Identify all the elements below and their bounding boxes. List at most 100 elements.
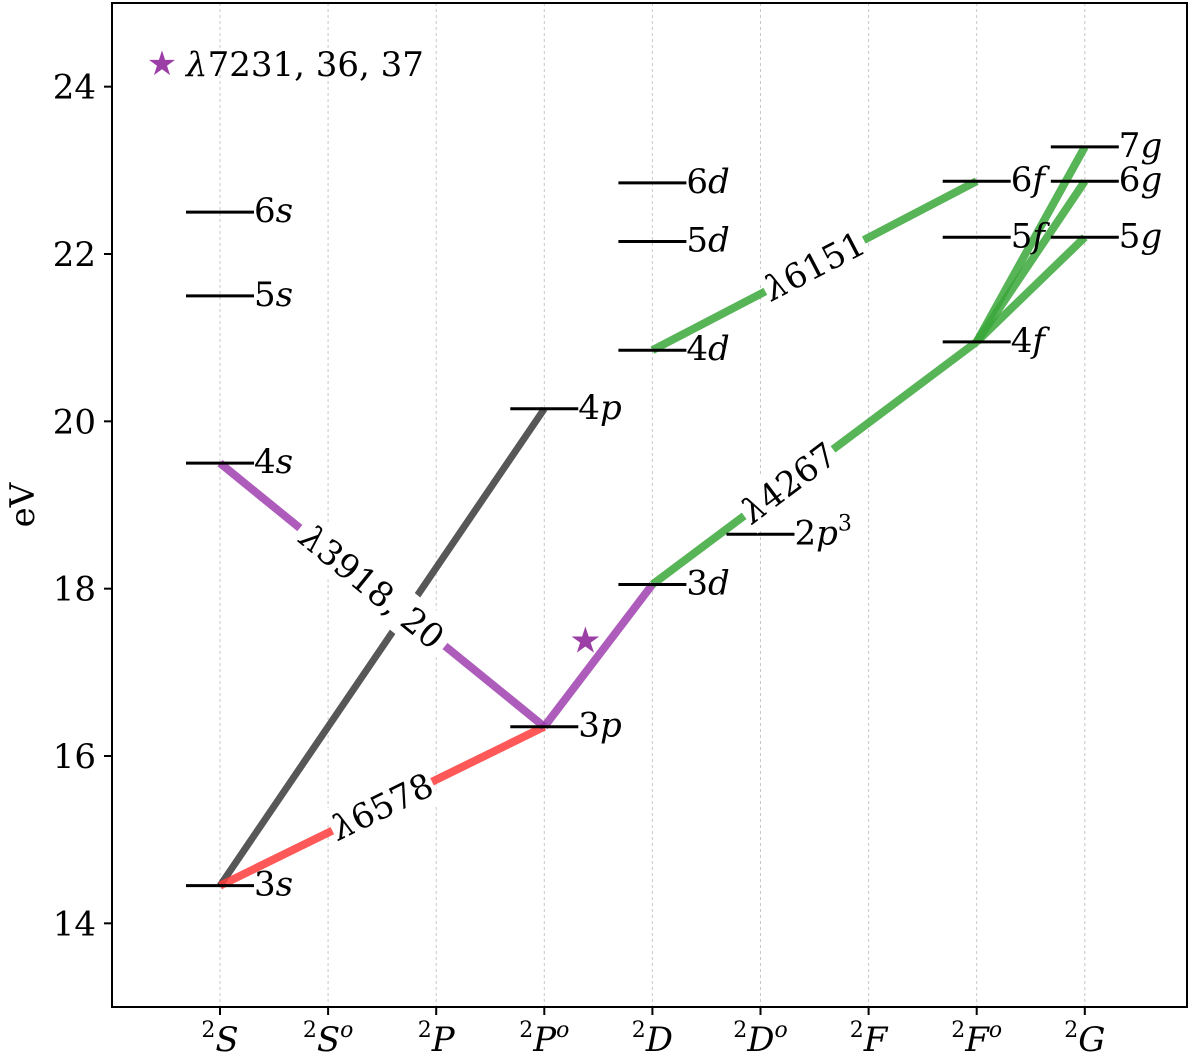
- level-number: 4: [1011, 321, 1033, 361]
- transition-label-text: λ3918, 20: [291, 516, 452, 657]
- level-letter: s: [276, 191, 293, 231]
- level-letter: g: [1140, 160, 1162, 200]
- x-tick-label-2S: 2S: [201, 1018, 238, 1058]
- level-number: 5: [1011, 216, 1033, 256]
- transition-label-bg: [285, 510, 459, 664]
- level-number: 5: [686, 220, 708, 260]
- x-tick-label-2P: 2P: [418, 1018, 456, 1058]
- level-letter: g: [1140, 216, 1162, 256]
- x-tick-label-2Fo: 2Fo: [951, 1018, 1002, 1058]
- level-superscript: 3: [838, 511, 852, 536]
- level-number: 3: [686, 563, 708, 603]
- legend: ★ λ7231, 36, 37: [147, 44, 424, 85]
- x-tick-label-2G: 2G: [1064, 1018, 1105, 1058]
- transition-3p-3d: [541, 582, 656, 730]
- level-letter: p: [600, 388, 622, 428]
- level-label-5s: 5s: [254, 275, 293, 315]
- level-number: 6: [686, 162, 708, 202]
- x-tick-multiplicity: 2: [201, 1018, 215, 1043]
- level-number: 5: [254, 275, 276, 315]
- level-label-5g: 5g: [1119, 216, 1162, 256]
- x-tick-multiplicity: 2: [632, 1018, 646, 1043]
- level-letter: p: [816, 513, 838, 553]
- x-tick-base: F: [964, 1020, 990, 1058]
- level-letter: g: [1140, 126, 1162, 166]
- x-tick-parity: o: [775, 1018, 788, 1043]
- level-letter: f: [1029, 321, 1050, 361]
- wavelength-value: 6151: [777, 224, 872, 299]
- level-number: 7: [1119, 126, 1141, 166]
- x-tick-label-2So: 2So: [303, 1018, 354, 1058]
- lambda-symbol: λ: [184, 45, 208, 85]
- level-number: 4: [686, 329, 708, 369]
- level-label-5d: 5d: [686, 220, 729, 260]
- transition-3s-4p: [217, 406, 548, 888]
- x-tick-multiplicity: 2: [733, 1018, 747, 1043]
- transition-label-4s-3p: λ3918, 20: [285, 510, 459, 664]
- level-label-4s: 4s: [254, 442, 293, 482]
- level-number: 6: [1011, 160, 1033, 200]
- transition-label-bg: [322, 762, 442, 851]
- x-tick-parity: o: [340, 1018, 353, 1043]
- x-tick-base: F: [863, 1020, 889, 1058]
- x-tick-multiplicity: 2: [951, 1018, 965, 1043]
- x-tick-base: D: [645, 1020, 673, 1058]
- x-tick-multiplicity: 2: [519, 1018, 533, 1043]
- star-marker-icon: ★: [569, 621, 601, 662]
- y-tick-label-14: 14: [53, 904, 96, 944]
- level-label-6f: 6f: [1011, 160, 1051, 200]
- x-tick-multiplicity: 2: [1064, 1018, 1078, 1043]
- x-tick-base: S: [317, 1020, 340, 1058]
- level-label-7g: 7g: [1119, 126, 1162, 166]
- x-tick-label-2Po: 2Po: [519, 1018, 569, 1058]
- transition-label-text: λ6578: [323, 765, 439, 849]
- x-tick-multiplicity: 2: [303, 1018, 317, 1043]
- vertical-gridlines: [219, 3, 1086, 1007]
- level-label-3p: 3p: [578, 706, 621, 746]
- level-label-4f: 4f: [1011, 321, 1051, 361]
- x-tick-parity: o: [556, 1018, 569, 1043]
- transition-label-3s-3p: λ6578: [322, 762, 442, 851]
- x-tick-base: S: [215, 1020, 238, 1058]
- transition-label-text: λ6151: [756, 224, 872, 310]
- x-tick-base: P: [532, 1020, 557, 1058]
- transition-label-bg: [755, 220, 874, 311]
- level-label-6d: 6d: [686, 162, 729, 202]
- level-number: 4: [254, 442, 276, 482]
- plot-frame: [111, 2, 1188, 1008]
- level-number: 6: [254, 191, 276, 231]
- level-number: 2: [795, 513, 817, 553]
- level-letter: s: [276, 442, 293, 482]
- level-label-4p: 4p: [578, 388, 621, 428]
- level-letter: d: [708, 563, 730, 603]
- level-letter: d: [708, 220, 730, 260]
- x-tick-base: D: [746, 1020, 774, 1058]
- level-letter: p: [600, 706, 622, 746]
- y-tick-label-20: 20: [53, 402, 96, 442]
- level-letter: s: [276, 275, 293, 315]
- y-tick-label-22: 22: [53, 235, 96, 275]
- y-tick-label-16: 16: [53, 737, 96, 777]
- transition-label-bg: [730, 431, 847, 534]
- y-tick-label-18: 18: [53, 570, 96, 610]
- x-tick-base: G: [1078, 1020, 1105, 1058]
- level-letter: f: [1029, 160, 1050, 200]
- level-number: 4: [578, 388, 600, 428]
- level-label-3s: 3s: [254, 865, 293, 905]
- level-label-6g: 6g: [1119, 160, 1162, 200]
- transition-4f-5g: [973, 234, 1088, 345]
- level-label-2p3: 2p3: [795, 511, 852, 553]
- level-letter: d: [708, 329, 730, 369]
- legend-star-icon: ★: [147, 44, 177, 84]
- legend-wavelengths: 7231, 36, 37: [208, 45, 424, 85]
- x-tick-multiplicity: 2: [850, 1018, 864, 1043]
- level-label-5f: 5f: [1011, 216, 1051, 256]
- x-tick-label-2D: 2D: [632, 1018, 673, 1058]
- level-number: 5: [1119, 216, 1141, 256]
- x-tick-base: P: [431, 1020, 456, 1058]
- y-axis-label: eV: [3, 481, 43, 527]
- transition-4f-7g: [973, 144, 1089, 344]
